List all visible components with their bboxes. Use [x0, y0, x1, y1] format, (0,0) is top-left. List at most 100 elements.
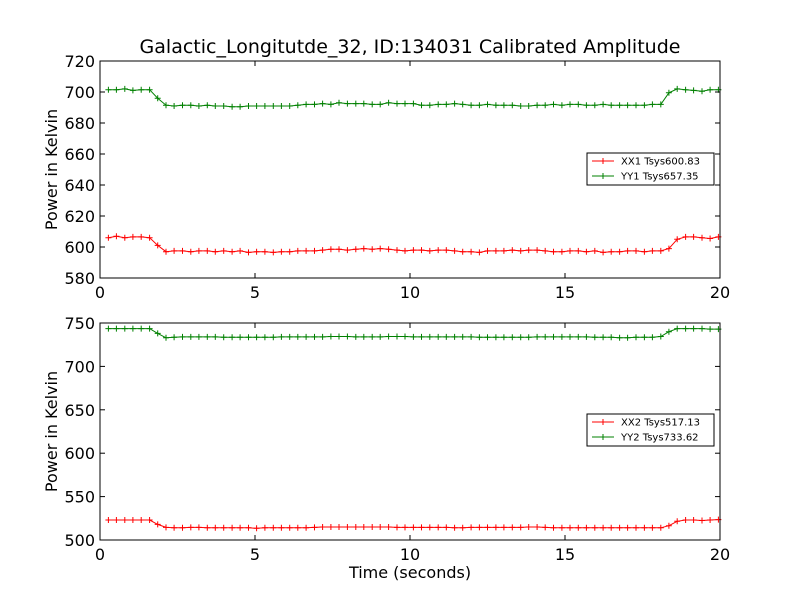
data-point — [600, 524, 607, 531]
data-point — [163, 102, 169, 109]
data-point — [311, 247, 318, 254]
data-point — [492, 334, 499, 341]
data-point — [402, 333, 408, 340]
data-point — [426, 247, 433, 254]
data-point — [583, 524, 590, 531]
data-point — [558, 333, 565, 340]
data-point — [154, 95, 161, 102]
data-point — [459, 101, 466, 108]
data-point — [294, 333, 301, 340]
data-point — [484, 247, 491, 254]
data-point — [261, 524, 268, 531]
data-point — [616, 524, 623, 531]
y-tick-label: 620 — [64, 207, 95, 226]
data-point — [187, 333, 194, 340]
data-point — [567, 333, 573, 340]
data-point — [105, 234, 112, 241]
data-point — [336, 99, 342, 106]
data-point — [229, 334, 236, 341]
data-point — [649, 524, 656, 531]
y-tick-label: 640 — [64, 176, 95, 195]
data-point — [369, 333, 376, 340]
data-point — [327, 524, 334, 530]
data-point — [591, 102, 598, 109]
data-point — [657, 524, 664, 531]
data-point — [410, 524, 417, 531]
data-point — [525, 247, 532, 254]
data-point — [212, 248, 219, 255]
data-point — [443, 247, 450, 254]
data-point — [344, 100, 351, 107]
data-point — [608, 334, 615, 341]
data-point — [129, 517, 136, 523]
data-point — [443, 333, 450, 340]
data-point — [303, 524, 310, 531]
data-point — [377, 333, 384, 340]
data-point — [550, 524, 557, 531]
y-tick-label: 680 — [64, 114, 95, 133]
series-1 — [105, 516, 722, 532]
data-point — [294, 102, 301, 109]
data-point — [509, 247, 516, 254]
data-point — [451, 247, 458, 254]
data-point — [534, 247, 541, 254]
legend-box — [586, 413, 715, 447]
y-tick-label: 700 — [64, 357, 95, 376]
data-point — [476, 102, 483, 109]
data-point — [377, 524, 384, 530]
data-point — [575, 524, 582, 531]
legend: XX1 Tsys600.83 YY1 Tsys657.35 — [586, 152, 715, 186]
data-point — [657, 333, 664, 340]
data-point — [418, 102, 425, 109]
data-point — [163, 524, 169, 531]
data-point — [311, 333, 318, 340]
data-point — [360, 100, 367, 107]
data-point — [187, 524, 194, 531]
data-point — [591, 247, 598, 254]
data-point — [492, 247, 499, 254]
data-point — [682, 325, 689, 332]
data-point — [146, 86, 153, 93]
data-point — [195, 524, 202, 531]
data-point — [360, 245, 367, 252]
data-point — [179, 333, 186, 340]
data-point — [327, 333, 334, 340]
data-point — [212, 333, 219, 340]
data-point — [105, 517, 112, 523]
subplot-1: 0 5 10 15 20 580 600 620 640 660 680 700 720 Power in… — [42, 52, 730, 302]
data-point — [195, 333, 202, 340]
data-point — [402, 524, 408, 531]
data-point — [517, 247, 524, 254]
data-point — [195, 103, 202, 109]
data-point — [352, 100, 359, 107]
data-point — [113, 233, 120, 240]
legend-marker — [600, 158, 606, 164]
data-point — [500, 102, 507, 109]
data-point — [418, 333, 425, 340]
data-point — [624, 102, 631, 109]
data-point — [690, 233, 697, 240]
data-point — [270, 103, 277, 109]
data-point — [600, 101, 607, 108]
data-point — [426, 333, 433, 340]
data-point — [517, 334, 524, 341]
data-point — [633, 334, 639, 341]
data-point — [682, 233, 689, 240]
data-point — [699, 88, 705, 95]
data-point — [550, 101, 557, 108]
data-point — [385, 246, 392, 253]
data-point — [245, 524, 252, 531]
y-tick-label: 650 — [64, 401, 95, 420]
data-point — [204, 247, 211, 254]
data-point — [352, 333, 359, 340]
data-point — [591, 334, 598, 341]
axes-layer: 0 5 10 15 20 580 600 620 640 660 680 700 720 Power in… — [42, 52, 730, 582]
data-point — [369, 524, 376, 530]
data-point — [303, 333, 310, 340]
data-point — [154, 521, 161, 528]
data-point — [113, 86, 120, 93]
y-axis-label: Power in Kelvin — [42, 371, 61, 492]
data-point — [500, 334, 507, 341]
legend-marker — [600, 419, 606, 425]
